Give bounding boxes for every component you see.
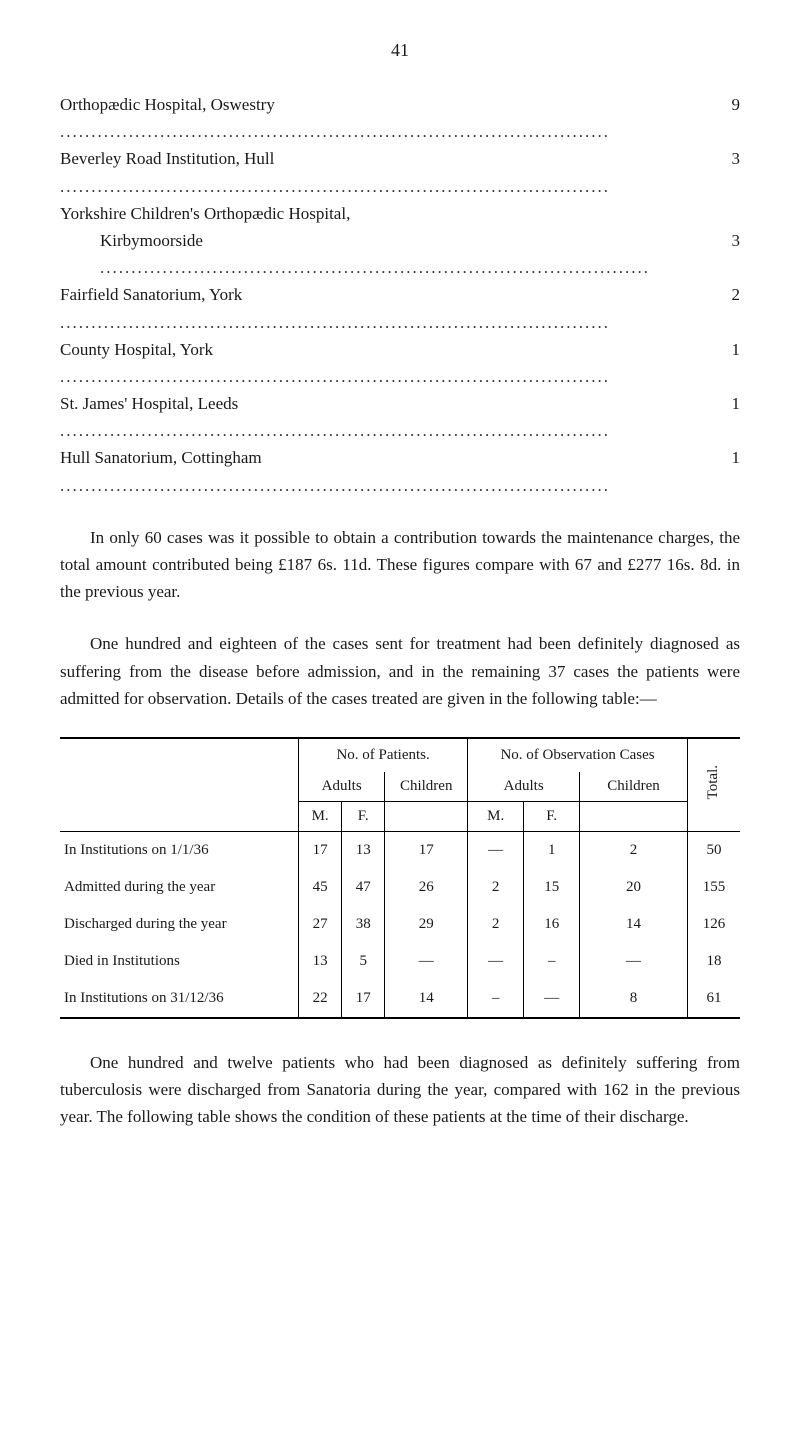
cell: 26 (385, 869, 468, 906)
table-row: Discharged during the year 27 38 29 2 16… (60, 906, 740, 943)
cell: 17 (342, 980, 385, 1018)
cell: 15 (524, 869, 580, 906)
cell: 61 (687, 980, 740, 1018)
cell: — (580, 943, 688, 980)
hospital-row: Yorkshire Children's Orthopædic Hospital… (60, 200, 740, 227)
hospital-count: 2 (720, 281, 740, 308)
cell: 50 (687, 831, 740, 869)
patients-header: No. of Patients. (299, 738, 468, 772)
cell: 2 (468, 869, 524, 906)
total-header: Total. (687, 738, 740, 832)
cell: 2 (468, 906, 524, 943)
hospital-row: Kirbymoorside 3 (60, 227, 740, 281)
statistics-table: No. of Patients. No. of Observation Case… (60, 737, 740, 1019)
cell: 126 (687, 906, 740, 943)
hospital-name: Yorkshire Children's Orthopædic Hospital… (60, 200, 350, 227)
hospital-count: 1 (720, 390, 740, 417)
adults-header: Adults (299, 772, 385, 802)
f-label: F. (342, 801, 385, 831)
cell: — (524, 980, 580, 1018)
row-label: In Institutions on 1/1/36 (60, 831, 299, 869)
f-label: F. (524, 801, 580, 831)
cell: – (524, 943, 580, 980)
empty-cell (580, 801, 688, 831)
observation-header: No. of Observation Cases (468, 738, 688, 772)
m-label: M. (299, 801, 342, 831)
cell: 38 (342, 906, 385, 943)
hospital-name: Fairfield Sanatorium, York (60, 281, 720, 335)
hospital-count: 9 (720, 91, 740, 118)
hospital-row: Beverley Road Institution, Hull 3 (60, 145, 740, 199)
cell: 22 (299, 980, 342, 1018)
row-label: Admitted during the year (60, 869, 299, 906)
cell: 13 (342, 831, 385, 869)
children-header: Children (580, 772, 688, 802)
page-number: 41 (60, 40, 740, 61)
empty-cell (385, 801, 468, 831)
body-paragraph: One hundred and twelve patients who had … (60, 1049, 740, 1131)
row-label: Died in Institutions (60, 943, 299, 980)
hospital-count: 3 (720, 227, 740, 254)
hospital-row: Fairfield Sanatorium, York 2 (60, 281, 740, 335)
cell: – (468, 980, 524, 1018)
cell: 45 (299, 869, 342, 906)
cell: 13 (299, 943, 342, 980)
cell: 27 (299, 906, 342, 943)
cell: 47 (342, 869, 385, 906)
hospital-name: County Hospital, York (60, 336, 720, 390)
hospital-name: St. James' Hospital, Leeds (60, 390, 720, 444)
cell: — (385, 943, 468, 980)
children-header: Children (385, 772, 468, 802)
empty-header (60, 738, 299, 832)
cell: 155 (687, 869, 740, 906)
body-paragraph: One hundred and eighteen of the cases se… (60, 630, 740, 712)
hospital-count: 1 (720, 444, 740, 471)
hospital-row: Orthopædic Hospital, Oswestry 9 (60, 91, 740, 145)
cell: 1 (524, 831, 580, 869)
table-row: Admitted during the year 45 47 26 2 15 2… (60, 869, 740, 906)
hospital-name: Kirbymoorside (60, 227, 720, 281)
table-row: In Institutions on 31/12/36 22 17 14 – —… (60, 980, 740, 1018)
hospital-list: Orthopædic Hospital, Oswestry 9 Beverley… (60, 91, 740, 499)
hospital-name: Hull Sanatorium, Cottingham (60, 444, 720, 498)
adults-header: Adults (468, 772, 580, 802)
cell: 8 (580, 980, 688, 1018)
cell: — (468, 831, 524, 869)
table-row: In Institutions on 1/1/36 17 13 17 — 1 2… (60, 831, 740, 869)
hospital-count: 3 (720, 145, 740, 172)
cell: 17 (385, 831, 468, 869)
hospital-name: Beverley Road Institution, Hull (60, 145, 720, 199)
table-header-row: No. of Patients. No. of Observation Case… (60, 738, 740, 772)
cell: — (468, 943, 524, 980)
cell: 16 (524, 906, 580, 943)
cell: 14 (385, 980, 468, 1018)
body-paragraph: In only 60 cases was it possible to obta… (60, 524, 740, 606)
m-label: M. (468, 801, 524, 831)
hospital-row: Hull Sanatorium, Cottingham 1 (60, 444, 740, 498)
cell: 29 (385, 906, 468, 943)
cell: 18 (687, 943, 740, 980)
hospital-row: County Hospital, York 1 (60, 336, 740, 390)
cell: 14 (580, 906, 688, 943)
row-label: Discharged during the year (60, 906, 299, 943)
hospital-row: St. James' Hospital, Leeds 1 (60, 390, 740, 444)
table-row: Died in Institutions 13 5 — — – — 18 (60, 943, 740, 980)
cell: 17 (299, 831, 342, 869)
hospital-name: Orthopædic Hospital, Oswestry (60, 91, 720, 145)
hospital-count: 1 (720, 336, 740, 363)
row-label: In Institutions on 31/12/36 (60, 980, 299, 1018)
cell: 5 (342, 943, 385, 980)
cell: 2 (580, 831, 688, 869)
cell: 20 (580, 869, 688, 906)
